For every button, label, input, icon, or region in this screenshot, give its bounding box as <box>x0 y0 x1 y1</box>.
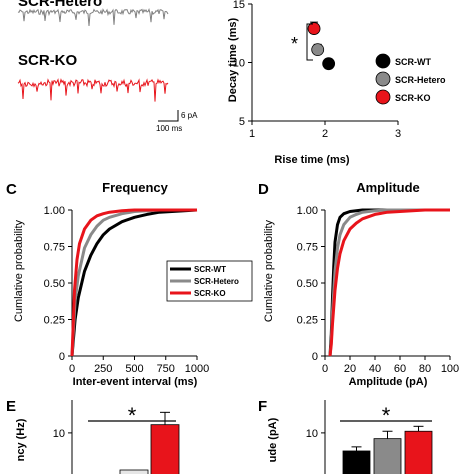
amplitude-ylabel: Cumlative probability <box>263 219 275 322</box>
frequency-series-line <box>70 208 198 357</box>
amplitude-y-tick-label: 10 <box>306 428 318 440</box>
frequency-y-tick-label: 0 <box>59 351 65 363</box>
scatter-point <box>322 57 336 71</box>
significance-bracket <box>306 23 313 61</box>
amplitude-y-tick-label: 0.50 <box>297 278 318 290</box>
scatter-significance: * <box>291 34 298 54</box>
frequency-legend-label: SCR-Hetero <box>194 277 239 286</box>
panel-label-d: D <box>258 181 269 198</box>
frequency-y-tick-label: 10 <box>53 428 65 440</box>
frequency-series-line <box>70 208 197 357</box>
frequency-x-tick-label: 500 <box>125 363 143 375</box>
panel-label-e: E <box>6 398 16 415</box>
scatter-xlabel: Rise time (ms) <box>274 154 350 166</box>
amplitude-bar-panel: F ude (pA) * 10 <box>258 398 433 474</box>
frequency-cdf-panel: C Frequency Cumlative probability Inter-… <box>6 180 253 388</box>
amplitude-bar-significance: * <box>382 403 391 428</box>
scatter-y-tick-label: 10 <box>233 58 245 70</box>
scale-bar-x-label: 100 ms <box>156 124 182 133</box>
frequency-bar-significance: * <box>128 403 137 428</box>
scatter-legend-label: SCR-WT <box>395 57 431 67</box>
frequency-ylabel: Cumlative probability <box>13 219 25 322</box>
amplitude-y-tick-label: 1.00 <box>297 205 318 217</box>
frequency-legend-label: SCR-KO <box>194 289 226 298</box>
scatter-y-tick-label: 15 <box>233 0 245 11</box>
scatter-point <box>307 22 321 35</box>
amplitude-series-line <box>328 208 450 357</box>
scatter-x-tick-label: 2 <box>322 128 328 140</box>
amplitude-x-tick-label: 40 <box>369 363 381 375</box>
amplitude-x-tick-label: 20 <box>344 363 356 375</box>
trace-label-hetero: SCR-Hetero <box>18 0 102 10</box>
frequency-xlabel: Inter-event interval (ms) <box>73 376 198 388</box>
trace-ko <box>17 78 169 102</box>
amplitude-x-tick-label: 80 <box>419 363 431 375</box>
scatter-x-tick-label: 3 <box>395 128 401 140</box>
frequency-x-tick-label: 750 <box>157 363 175 375</box>
scatter-legend-label: SCR-Hetero <box>395 75 446 85</box>
amplitude-bar <box>373 438 402 474</box>
panel-label-f: F <box>258 398 267 415</box>
scatter-x-tick-label: 1 <box>249 128 255 140</box>
scatter-ylabel: Decay time (ms) <box>227 17 239 102</box>
amplitude-bar <box>342 450 371 474</box>
trace-hetero <box>17 8 169 26</box>
trace-panel: SCR-Hetero SCR-KO 6 pA 100 ms <box>17 0 198 133</box>
scale-bar-y-label: 6 pA <box>181 111 198 120</box>
frequency-x-tick-label: 0 <box>69 363 75 375</box>
scatter-legend-label: SCR-KO <box>395 93 431 103</box>
scatter-y-tick-label: 5 <box>239 116 245 128</box>
frequency-bar <box>119 469 149 474</box>
amplitude-y-tick-label: 0 <box>312 351 318 363</box>
frequency-y-tick-label: 0.75 <box>44 242 65 254</box>
scatter-legend-marker <box>375 53 391 69</box>
frequency-x-tick-label: 250 <box>94 363 112 375</box>
amplitude-bar <box>404 430 433 474</box>
amplitude-y-tick-label: 0.75 <box>297 242 318 254</box>
frequency-bar-panel: E ncy (Hz) * 10 <box>6 398 180 474</box>
amplitude-xlabel: Amplitude (pA) <box>349 376 428 388</box>
frequency-y-tick-label: 1.00 <box>44 205 65 217</box>
frequency-bar <box>150 424 180 474</box>
amplitude-cdf-panel: D Amplitude Cumlative probability Amplit… <box>258 180 459 388</box>
scale-bar <box>158 110 179 122</box>
frequency-legend-label: SCR-WT <box>194 265 226 274</box>
amplitude-bar-ylabel: ude (pA) <box>267 417 279 462</box>
amplitude-title: Amplitude <box>356 180 420 195</box>
frequency-y-tick-label: 0.50 <box>44 278 65 290</box>
trace-label-ko: SCR-KO <box>18 52 77 69</box>
amplitude-x-tick-label: 0 <box>322 363 328 375</box>
amplitude-x-tick-label: 60 <box>394 363 406 375</box>
panel-label-c: C <box>6 181 17 198</box>
frequency-y-tick-label: 0.25 <box>44 315 65 327</box>
scatter-legend-marker <box>375 89 391 105</box>
scatter-point <box>311 43 325 57</box>
amplitude-y-tick-label: 0.25 <box>297 315 318 327</box>
scatter-legend-marker <box>375 71 391 87</box>
frequency-x-tick-label: 1000 <box>185 363 209 375</box>
amplitude-x-tick-label: 100 <box>441 363 459 375</box>
frequency-bar-ylabel: ncy (Hz) <box>15 418 27 461</box>
frequency-title: Frequency <box>102 180 169 195</box>
